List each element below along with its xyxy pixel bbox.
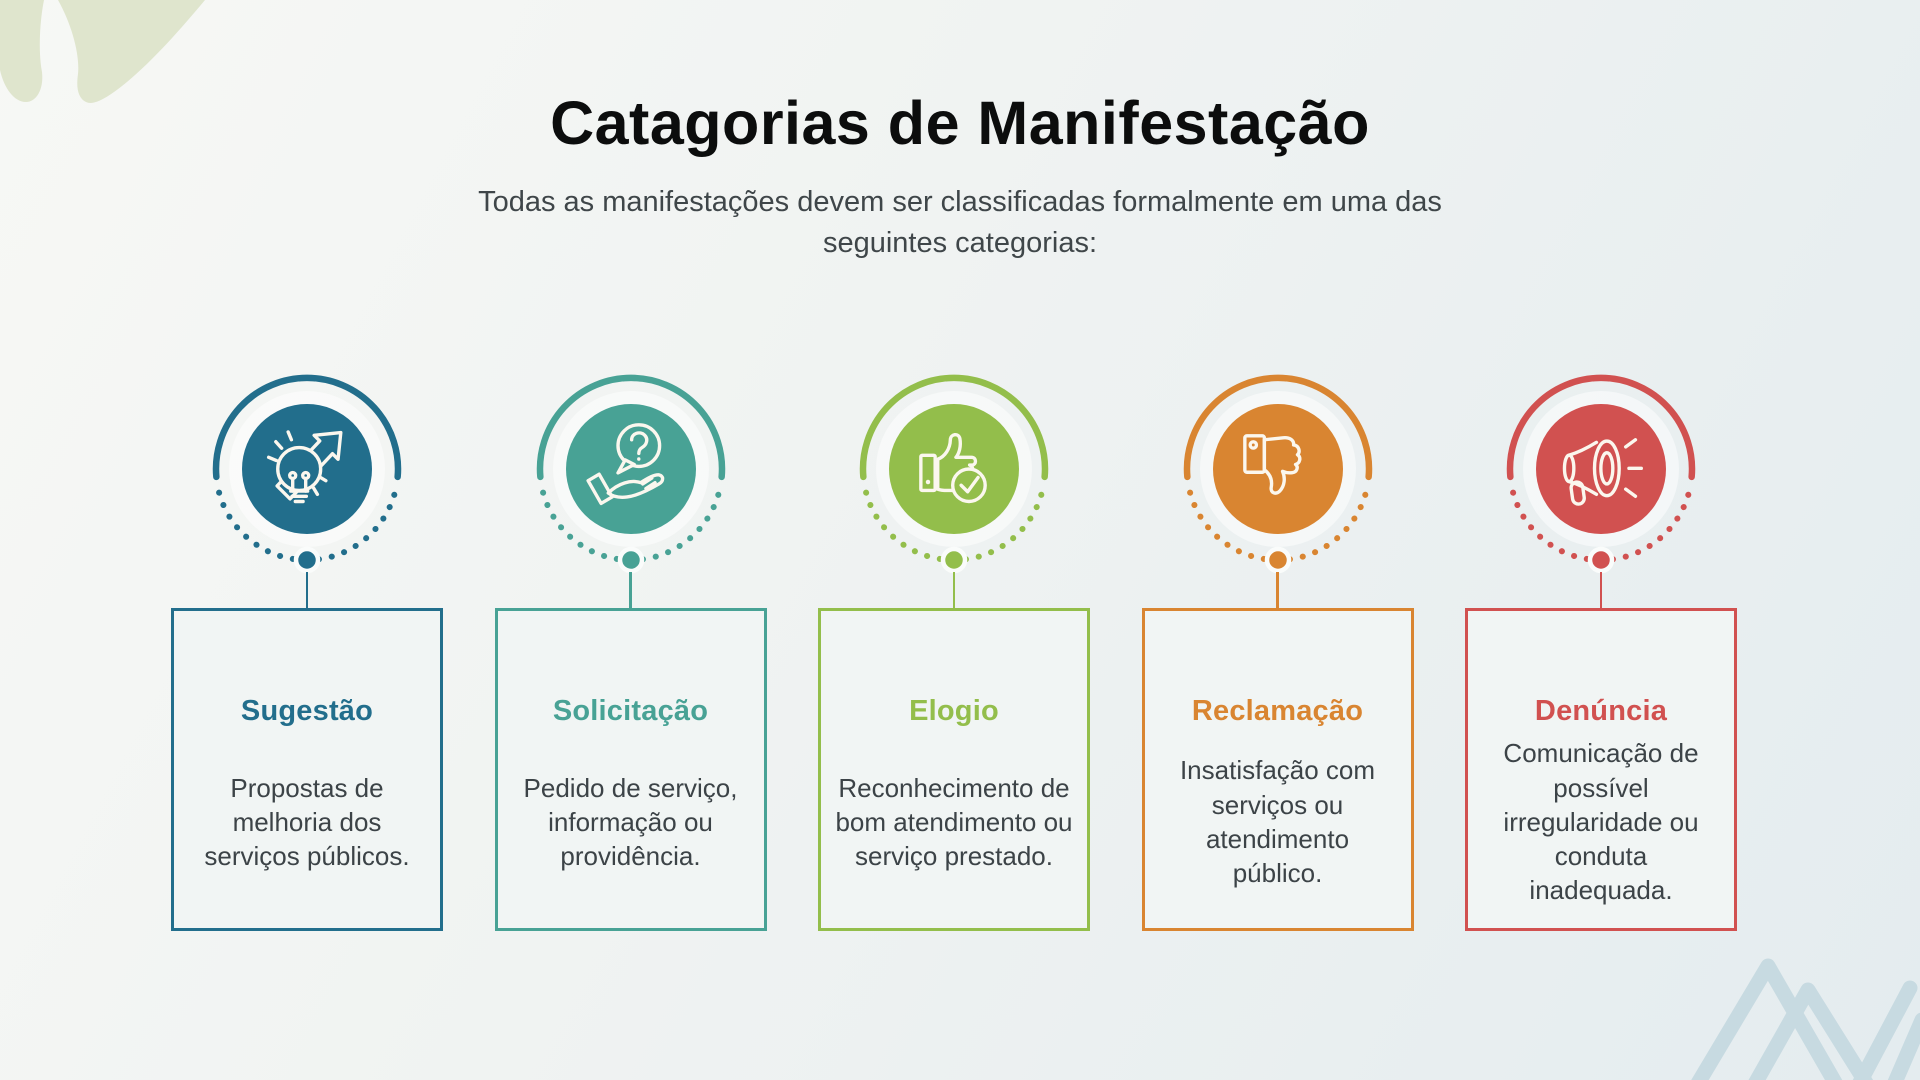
megaphone-icon [1562, 438, 1643, 506]
category-column-solicitacao: Solicitação Pedido de serviço, informaçã… [494, 372, 767, 931]
connector-dot [293, 546, 321, 574]
category-description: Reconhecimento de bom atendimento ou ser… [835, 772, 1073, 872]
connector-dot [617, 546, 644, 574]
category-badge [1183, 374, 1372, 574]
category-title: Sugestão [240, 695, 374, 727]
category-card: Reclamação Insatisfação com serviços ou … [1141, 608, 1414, 931]
connector-line [629, 572, 632, 608]
categories-row: Sugestão Propostas de melhoria dos servi… [171, 372, 1737, 931]
connector-dot [940, 546, 968, 574]
category-badge [212, 374, 402, 574]
category-column-reclamacao: Reclamação Insatisfação com serviços ou … [1141, 372, 1414, 931]
category-title: Elogio [909, 695, 999, 727]
category-description: Propostas de melhoria dos serviços públi… [204, 772, 410, 872]
category-description: Pedido de serviço, informação ou providê… [523, 772, 738, 872]
category-badge [1506, 374, 1696, 574]
category-column-sugestao: Sugestão Propostas de melhoria dos servi… [171, 372, 443, 931]
thumbs-down-icon [1242, 434, 1301, 495]
connector-line [952, 572, 956, 608]
idea-lightbulb-arrow-icon [266, 430, 343, 504]
category-title: Reclamação [1191, 695, 1364, 727]
category-title: Denúncia [1534, 695, 1668, 727]
hand-question-bubble-icon [585, 423, 664, 506]
page-subtitle: Todas as manifestações devem ser classif… [478, 186, 1442, 259]
category-description: Insatisfação com serviços ou atendimento… [1179, 755, 1376, 889]
category-card: Sugestão Propostas de melhoria dos servi… [171, 608, 443, 931]
category-badge [859, 374, 1049, 574]
category-card: Solicitação Pedido de serviço, informaçã… [494, 608, 767, 931]
category-column-elogio: Elogio Reconhecimento de bom atendimento… [818, 372, 1090, 931]
page-title: Catagorias de Manifestação [550, 89, 1370, 157]
category-card: Denúncia Comunicação de possível irregul… [1465, 608, 1737, 931]
category-description: Comunicação de possível irregularidade o… [1503, 738, 1699, 906]
connector-dot [1587, 546, 1615, 574]
connector-line [305, 572, 309, 608]
connector-dot [1264, 546, 1291, 574]
category-badge [536, 374, 725, 574]
header: Catagorias de Manifestação Todas as mani… [0, 0, 1920, 263]
connector-line [1276, 572, 1279, 608]
category-column-denuncia: Denúncia Comunicação de possível irregul… [1465, 372, 1737, 931]
connector-line [1599, 572, 1603, 608]
corner-scribble-waves [1691, 958, 1920, 1080]
category-title: Solicitação [552, 695, 709, 727]
category-card: Elogio Reconhecimento de bom atendimento… [818, 608, 1090, 931]
thumbs-up-check-icon [919, 433, 987, 504]
